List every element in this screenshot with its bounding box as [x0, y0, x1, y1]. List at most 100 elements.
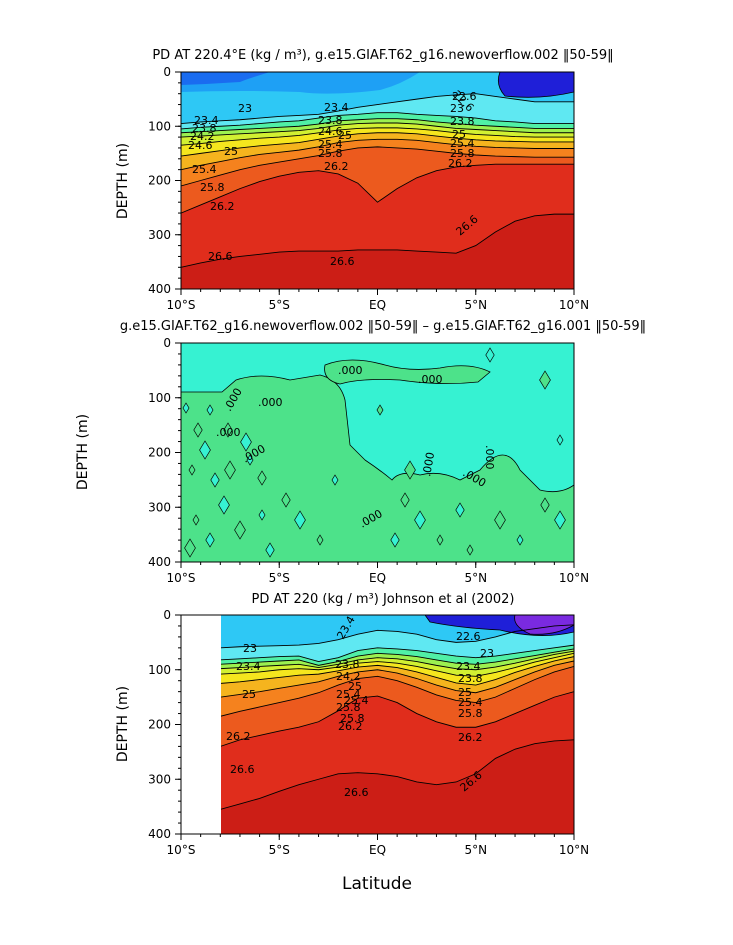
- contour-label: 26.6: [344, 786, 369, 799]
- diff-noise-cell: [554, 510, 566, 530]
- isopycnal-line: [221, 656, 574, 686]
- panel-2: g.e15.GIAF.T62_g16.newoverflow.002 ‖50-5…: [75, 319, 646, 585]
- panel-3-fill: [221, 615, 574, 834]
- contour-label: 23.4: [236, 660, 261, 673]
- contour-label: 23: [450, 102, 464, 115]
- isopycnal-line: [181, 112, 574, 130]
- isopycnal-line: [221, 691, 574, 747]
- diff-noise-cell: [556, 434, 564, 446]
- x-axis-label: Latitude: [342, 874, 412, 894]
- contour-label: 25.8: [458, 707, 483, 720]
- panel-2-y-label: DEPTH (m): [75, 414, 91, 490]
- isopycnal-line: [181, 132, 574, 157]
- panel-1-contour-labels: 23 23.4 23.8 24.2 24.6 25 25.4 25.8 26.2…: [188, 88, 481, 268]
- y-tick-label: 300: [148, 500, 171, 514]
- diff-noise-cell: [294, 510, 306, 530]
- diff-noise-cell: [331, 474, 339, 486]
- contour-label: 25.8: [200, 181, 225, 194]
- contour-label: 25: [224, 145, 238, 158]
- contour-label: 23.8: [458, 672, 483, 685]
- diff-noise-cell: [455, 502, 465, 518]
- diff-noise-cell: [390, 532, 400, 548]
- y-tick-label: 200: [148, 174, 171, 188]
- contour-label: 25.8: [340, 712, 365, 725]
- contour-label: 25.8: [336, 701, 361, 714]
- diff-noise-cell: [234, 520, 246, 540]
- x-tick-label: 10°S: [167, 843, 196, 857]
- y-tick-label: 0: [163, 336, 171, 350]
- diff-noise-cell: [516, 534, 524, 546]
- contour-label: 24.2: [336, 670, 361, 683]
- y-tick-label: 0: [163, 608, 171, 622]
- diff-noise-cell: [224, 460, 236, 480]
- y-tick-label: 100: [148, 663, 171, 677]
- diff-noise-cell: [193, 422, 203, 438]
- diff-noise-cell: [205, 532, 215, 548]
- isopycnal-line: [221, 666, 574, 717]
- diff-positive-patch: [324, 359, 491, 385]
- contour-label: 25: [458, 686, 472, 699]
- diff-noise-cell: [210, 472, 220, 488]
- y-tick-label: 100: [148, 119, 171, 133]
- contour-label: 25.8: [318, 147, 343, 160]
- isopycnal-line: [181, 138, 574, 171]
- x-tick-label: 10°S: [167, 571, 196, 585]
- isopycnal-line: [181, 146, 574, 187]
- surface-light-water: [497, 72, 574, 98]
- x-tick-label: 5°S: [269, 571, 290, 585]
- diff-noise-cell: [258, 509, 266, 521]
- diff-noise-cell: [240, 432, 252, 452]
- diff-noise-cell: [206, 404, 214, 416]
- diff-noise-cell: [316, 534, 324, 546]
- contour-label: 23: [238, 102, 252, 115]
- isopycnal-line: [221, 648, 574, 666]
- contour-label: 24.6: [318, 125, 343, 138]
- x-tick-label: EQ: [369, 298, 386, 312]
- diff-noise-cell: [184, 538, 196, 558]
- isopycnal-line: [221, 660, 574, 698]
- y-tick-label: 300: [148, 772, 171, 786]
- contour-label: 23: [243, 642, 257, 655]
- contour-label: 23.8: [192, 122, 217, 135]
- contour-label: .000: [418, 373, 443, 386]
- panel-2-axes: 10°S 5°S EQ 5°N 10°N 0 100 200 300 400: [148, 336, 589, 585]
- diff-noise-cell: [188, 464, 196, 476]
- isopycnal-line: [181, 118, 574, 134]
- isopycnal-line: [181, 127, 574, 146]
- diff-noise-cell: [404, 460, 416, 480]
- contour-label: 22.6: [452, 90, 477, 103]
- diff-noise-cell: [466, 544, 474, 556]
- x-tick-label: EQ: [369, 843, 386, 857]
- panel-3-contour-labels: 23 23.4 25 25.4 25.8 26.2 26.6 23.4 23.8…: [226, 614, 494, 799]
- contour-label: .000: [338, 364, 363, 377]
- contour-label: 25.4: [458, 696, 483, 709]
- x-tick-label: 5°S: [269, 298, 290, 312]
- x-tick-label: 5°N: [464, 571, 487, 585]
- isopycnal-line: [181, 122, 574, 138]
- panel-1-contours: [181, 93, 574, 268]
- contour-label: 23.8: [450, 115, 475, 128]
- isopycnal-line: [221, 644, 574, 662]
- panel-3-title: PD AT 220 (kg / m³) Johnson et al (2002): [252, 592, 515, 607]
- contour-label: 25.4: [318, 138, 343, 151]
- x-tick-label: EQ: [369, 571, 386, 585]
- x-tick-label: 10°N: [559, 298, 589, 312]
- x-tick-label: 10°N: [559, 843, 589, 857]
- diff-noise-cell: [494, 510, 506, 530]
- panel-1-axes: 10°S 5°S EQ 5°N 10°N 0 100 200 300 400: [148, 65, 589, 312]
- diff-noise-cell: [436, 534, 444, 546]
- surface-light-water: [181, 72, 270, 85]
- isopycnal-line: [221, 739, 574, 810]
- contour-label: 25.8: [450, 147, 475, 160]
- diff-noise-cell: [414, 510, 426, 530]
- contour-label: .000: [258, 396, 283, 409]
- panel-2-noise: [182, 347, 566, 558]
- panel-1-y-label: DEPTH (m): [115, 143, 131, 219]
- contour-label: 25: [242, 688, 256, 701]
- contour-label: 26.6: [230, 763, 255, 776]
- isopycnal-line: [181, 93, 574, 124]
- contour-label: 24.6: [188, 139, 213, 152]
- panel-3-y-label: DEPTH (m): [115, 686, 131, 762]
- panel-3: PD AT 220 (kg / m³) Johnson et al (2002)…: [115, 592, 589, 894]
- contour-label: 22.6: [456, 630, 481, 643]
